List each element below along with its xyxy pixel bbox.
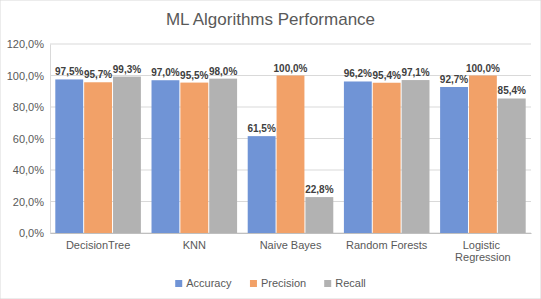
bar [84,82,112,233]
data-label: 100,0% [466,63,500,74]
bar [305,197,333,233]
bar [402,80,430,233]
bar [469,76,497,234]
x-tick-label: DecisionTree [66,239,130,251]
y-tick: 60,0% [13,133,50,145]
data-label: 97,5% [55,66,83,77]
bar [498,98,526,233]
data-label: 22,8% [305,184,333,195]
plot: 0,0% 20,0% 40,0% 60,0% 80,0% 100,0% 120,0% Deci… [7,38,532,263]
data-label: 61,5% [247,123,275,134]
y-tick-label: 40,0% [13,164,44,176]
y-axis-line [50,45,51,234]
data-label: 98,0% [209,66,237,77]
y-tick: 0,0% [19,227,50,239]
bar [55,79,83,233]
data-label: 99,3% [113,64,141,75]
data-label: 100,0% [274,63,308,74]
y-tick-label: 20,0% [13,196,44,208]
x-tick: Naive Bayes [260,233,322,251]
data-label: 92,7% [440,74,468,85]
bar [277,76,305,234]
data-label: 97,0% [151,67,179,78]
y-tick: 40,0% [13,164,50,176]
x-tick-label: Naive Bayes [260,239,322,251]
bar [344,81,372,233]
y-tick-label: 120,0% [7,38,45,50]
x-tick-label: KNN [183,239,206,251]
chart-background [0,0,541,299]
y-tick: 120,0% [7,38,50,50]
title: ML Algorithms Performance [166,10,375,29]
bar [113,77,141,233]
y-tick: 20,0% [13,196,50,208]
legend-swatch [175,280,182,287]
bar [440,87,468,233]
x-tick-label: Logistic Regression [455,239,511,264]
bar-series [84,76,497,234]
x-tick: Random Forests [346,233,428,251]
bar [152,80,180,233]
legend-item: Accuracy [175,277,232,289]
data-label: 95,5% [180,70,208,81]
y-tick-label: 100,0% [7,70,45,82]
grid-line [50,44,531,45]
legend-item: Recall [324,277,366,289]
data-label: 97,1% [401,67,429,78]
data-labels: 97,5% 97,0% 61,5% 96,2% 92,7% 95,7% 95,5% 100,0… [55,63,526,196]
x-tick: DecisionTree [66,233,130,251]
data-label: 95,4% [373,70,401,81]
legend-label: Accuracy [186,277,232,289]
y-tick-label: 60,0% [13,133,44,145]
y-tick: 80,0% [13,101,50,113]
bar [209,79,237,233]
data-label: 85,4% [498,85,526,96]
y-tick-label: 0,0% [19,227,44,239]
x-axis-line [51,233,532,234]
bar [373,83,401,233]
x-axis: DecisionTree KNN Naive Bayes Random Forests… [51,233,532,263]
bar [180,83,208,233]
bar-series [113,77,526,233]
legend: Accuracy Precision Recall [175,277,366,289]
legend-swatch [250,280,257,287]
y-tick-label: 80,0% [13,101,44,113]
bar [248,136,276,233]
chart: ML Algorithms Performance 0,0% 20,0% 40,0% 6… [0,0,541,299]
x-tick: Logistic Regression [455,233,511,263]
y-axis: 0,0% 20,0% 40,0% 60,0% 80,0% 100,0% 120,0% [7,38,51,239]
y-tick: 100,0% [7,70,50,82]
grid [50,44,531,233]
x-tick-label: Random Forests [346,239,428,251]
bars [55,76,525,234]
x-tick: KNN [183,233,206,251]
data-label: 96,2% [344,68,372,79]
legend-swatch [324,280,331,287]
legend-item: Precision [250,277,306,289]
data-label: 95,7% [84,69,112,80]
legend-label: Precision [261,277,306,289]
legend-label: Recall [335,277,366,289]
